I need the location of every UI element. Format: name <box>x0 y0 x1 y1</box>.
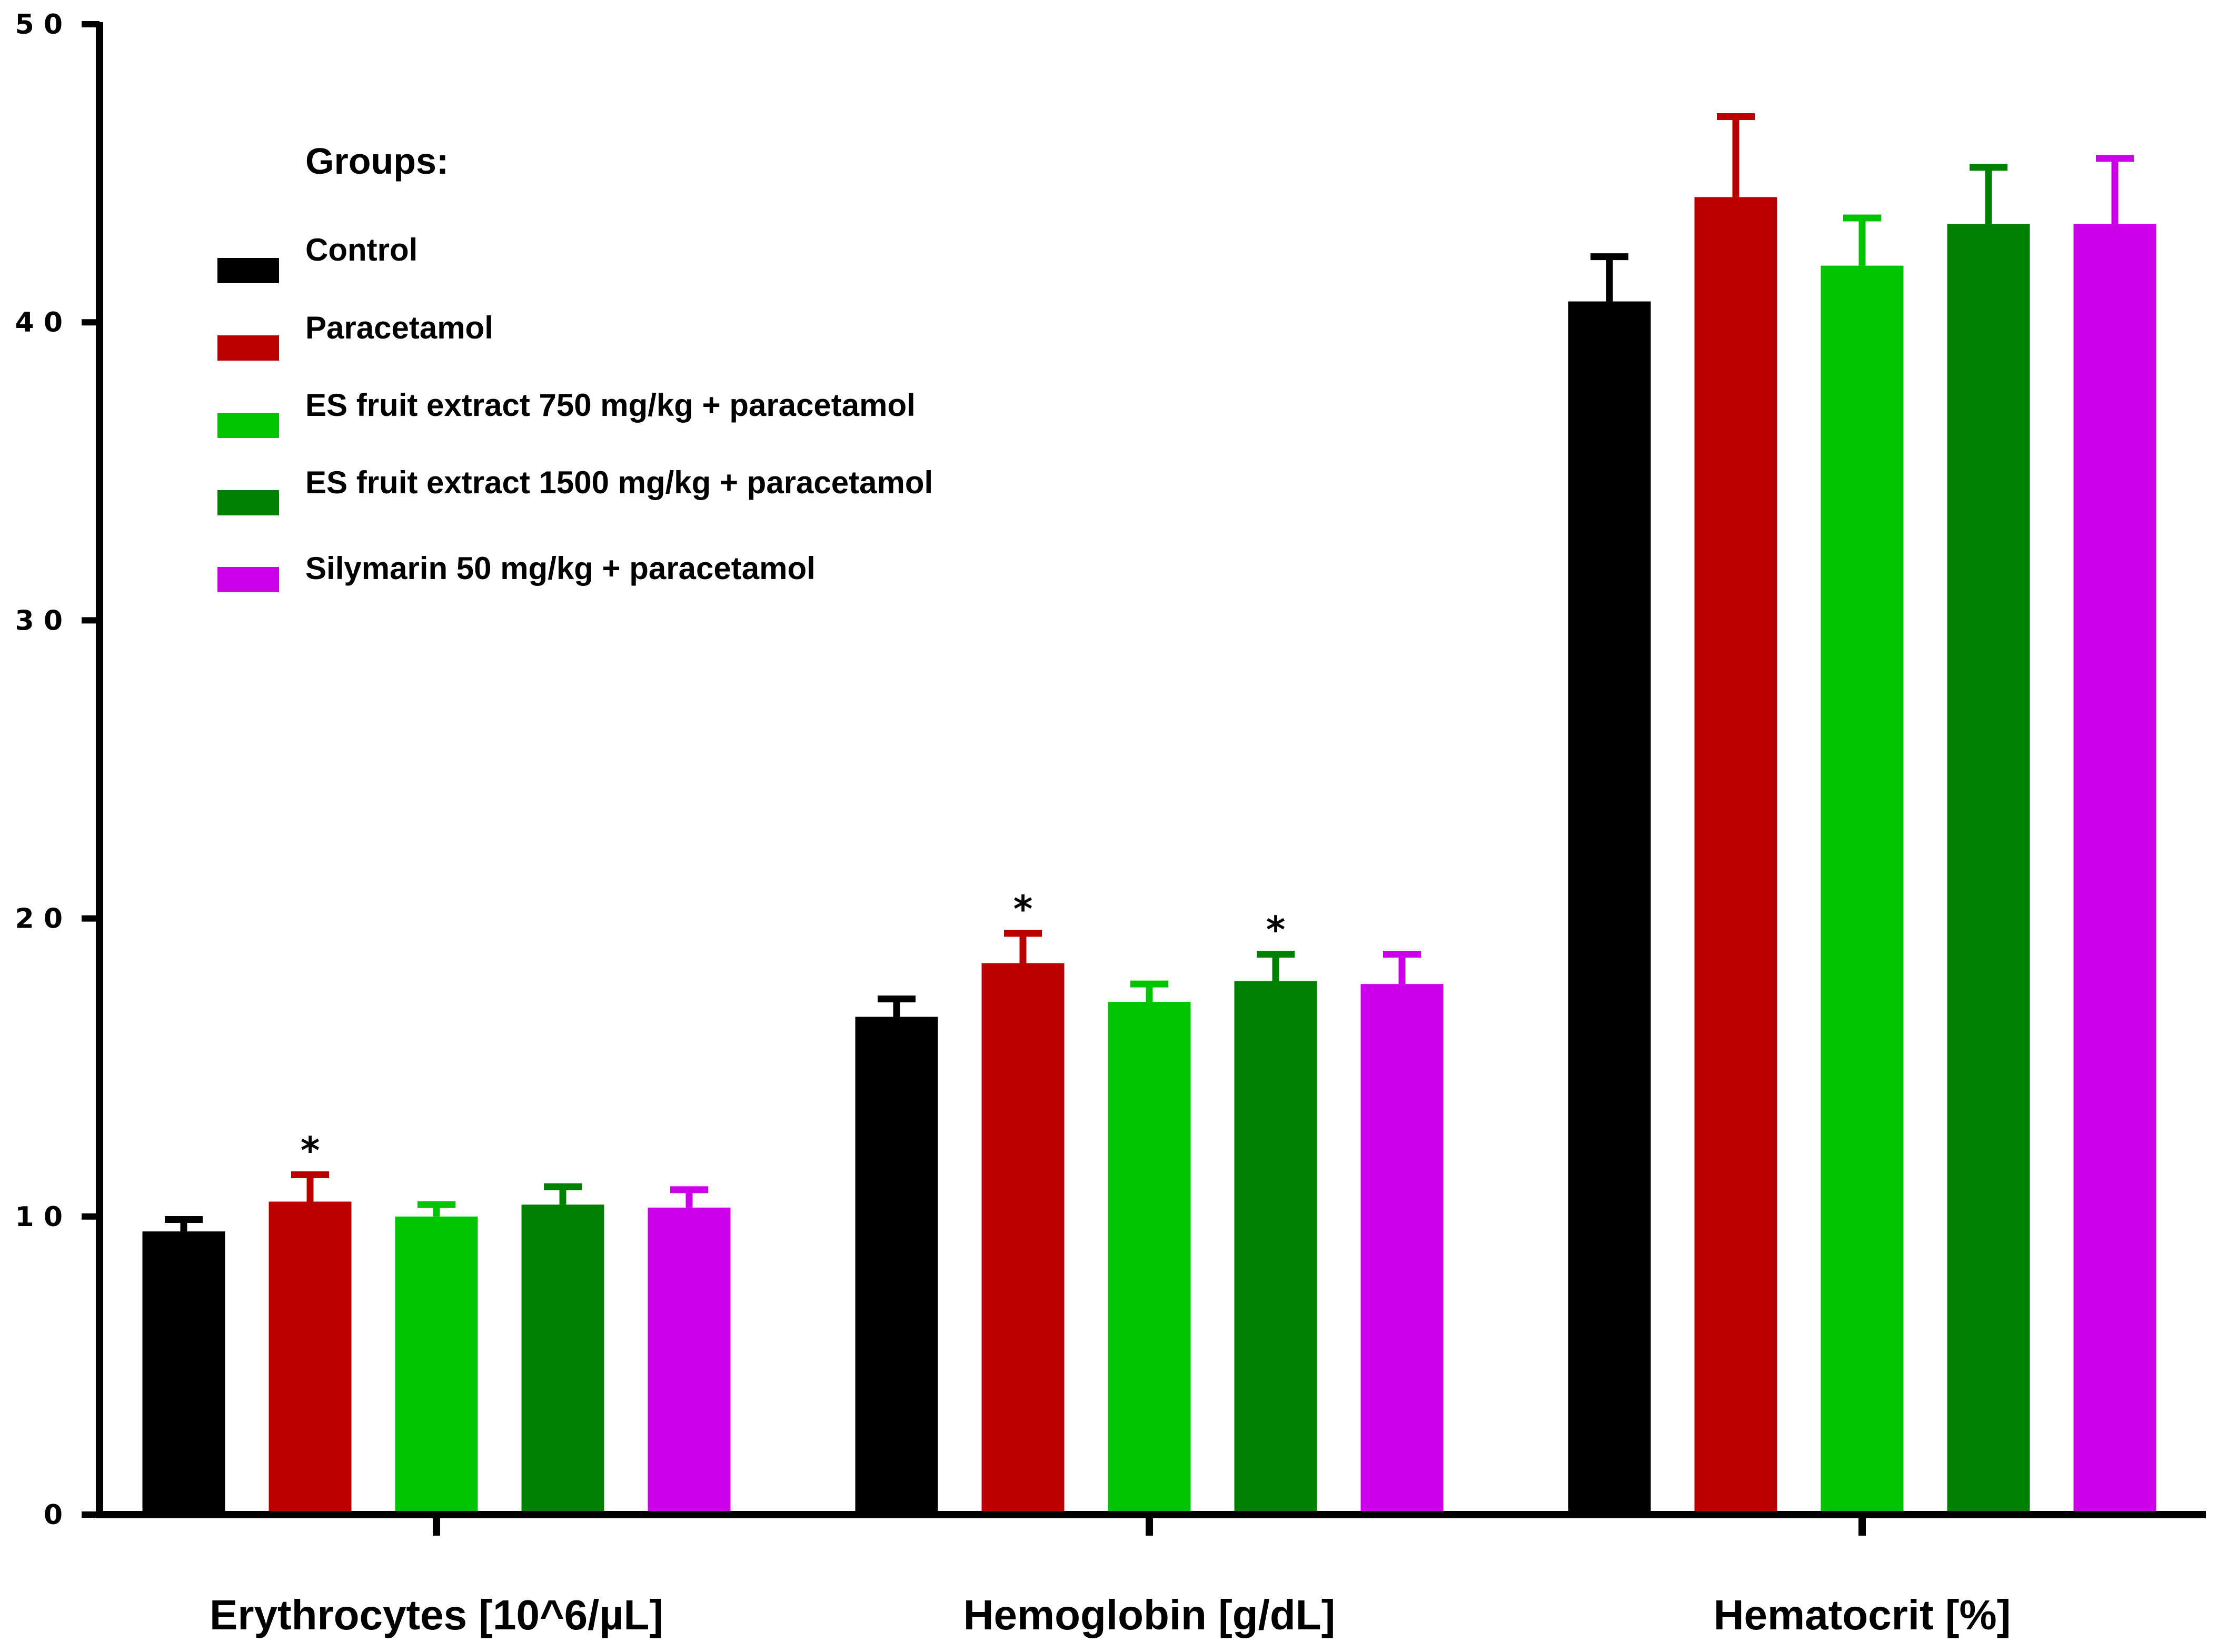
bar-2-1 <box>269 1201 352 1515</box>
bar-1-1 <box>142 1231 225 1515</box>
legend-label-1: Control <box>305 232 417 267</box>
legend-swatch-2 <box>217 335 279 361</box>
y-tick-label: 0 <box>44 1499 63 1531</box>
y-tick-label: 5 0 <box>15 9 63 41</box>
bar-3-3 <box>1821 265 1904 1515</box>
x-category-label: Hemoglobin [g/dL] <box>963 1591 1336 1638</box>
y-tick-label: 3 0 <box>15 605 63 636</box>
x-category-label: Erythrocytes [10^6/µL] <box>210 1591 663 1638</box>
bar-3-1 <box>395 1216 478 1515</box>
legend-swatch-1 <box>217 258 279 283</box>
bar-1-3 <box>1568 301 1651 1515</box>
bar-2-2 <box>981 963 1065 1515</box>
bar-5-2 <box>1360 984 1444 1515</box>
legend-label-4: ES fruit extract 1500 mg/kg + paracetamo… <box>305 465 933 500</box>
bar-2-3 <box>1694 197 1777 1515</box>
legend-title: Groups: <box>305 141 449 182</box>
bar-4-3 <box>1947 224 2030 1515</box>
y-tick-label: 1 0 <box>15 1201 63 1233</box>
bar-5-1 <box>648 1207 731 1515</box>
bar-4-2 <box>1234 981 1317 1515</box>
legend-swatch-3 <box>217 413 279 438</box>
legend-swatch-5 <box>217 567 279 592</box>
y-tick-label: 4 0 <box>15 307 63 339</box>
bar-3-2 <box>1108 1002 1191 1515</box>
legend-label-5: Silymarin 50 mg/kg + paracetamol <box>305 551 816 586</box>
bar-5-3 <box>2073 224 2156 1515</box>
bar-4-1 <box>521 1205 604 1515</box>
y-tick-label: 2 0 <box>15 903 63 935</box>
legend-label-2: Paracetamol <box>305 310 493 345</box>
significance-star: * <box>1013 888 1033 931</box>
legend-swatch-4 <box>217 490 279 515</box>
significance-star: * <box>301 1129 320 1172</box>
legend-label-3: ES fruit extract 750 mg/kg + paracetamol <box>305 387 916 423</box>
bar-1-2 <box>855 1017 938 1515</box>
x-category-label: Hematocrit [%] <box>1714 1591 2011 1638</box>
significance-star: * <box>1266 909 1286 952</box>
